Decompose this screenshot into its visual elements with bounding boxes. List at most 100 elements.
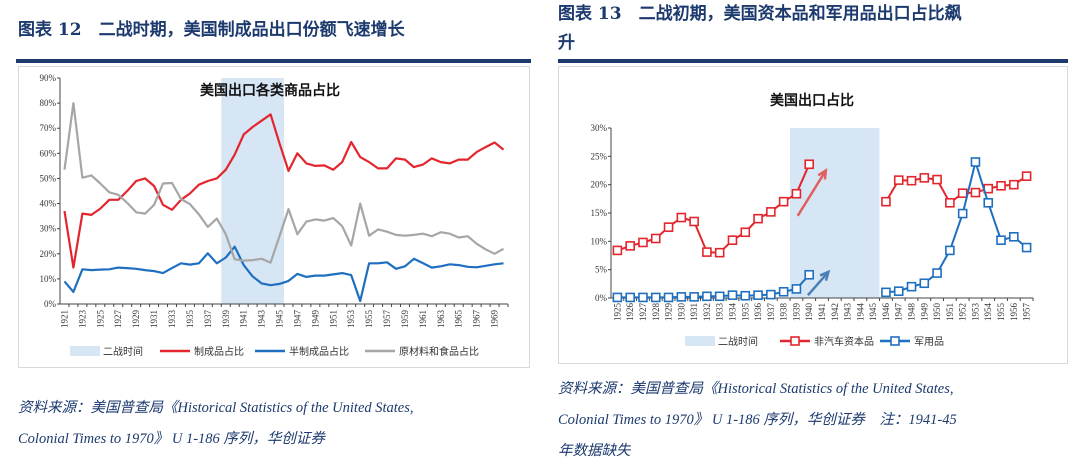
x-tick-label: 1942 [830,303,840,321]
data-point [766,289,776,300]
data-point [970,187,981,198]
data-point [638,292,648,303]
data-point [906,175,917,186]
data-point [1009,232,1019,242]
x-tick-label: 1943 [843,303,853,322]
data-point [957,208,968,219]
data-point [714,291,725,302]
source-line: Colonial Times to 1970》 U 1-186 序列，华创证券 [18,431,325,447]
data-point [625,292,635,303]
data-point [663,222,674,232]
y-tick-label: 0% [44,299,57,309]
legend-swatch-wwii [685,336,715,346]
trend-arrow-head [819,269,831,281]
x-tick-label: 1947 [894,303,904,322]
legend-marker [790,336,800,346]
data-point [676,292,687,302]
data-point [804,159,815,170]
x-tick-label: 1957 [1022,303,1032,322]
figure-13-source: 资料来源：美国普查局《Historical Statistics of the … [558,374,957,467]
data-point [663,292,674,303]
data-point [791,284,802,294]
data-point [740,227,751,238]
series-line-0 [63,113,505,269]
y-tick-label: 10% [591,236,608,246]
chart-frame [558,66,1068,364]
x-tick-label: 1923 [77,310,87,329]
data-point [957,188,968,198]
y-tick-label: 20% [40,249,57,259]
x-tick-label: 1941 [239,310,249,328]
y-tick-label: 90% [40,73,57,83]
source-line: 年数据缺失 [558,443,631,459]
source-line: 资料来源：美国普查局《Historical Statistics of the … [558,381,954,397]
y-tick-label: 40% [40,199,57,209]
y-tick-label: 25% [591,151,608,161]
x-tick-label: 1947 [292,310,302,329]
wwii-shaded-band [221,78,284,304]
data-point [778,196,789,207]
x-tick-label: 1938 [779,303,789,322]
legend-label: 二战时间 [103,345,143,358]
data-point [804,269,815,280]
x-tick-label: 1955 [364,310,374,329]
data-point [753,213,763,224]
x-tick-label: 1950 [932,303,942,322]
legend-label: 原材料和食品占比 [399,345,479,358]
data-point [702,291,712,302]
legend-label: 半制成品占比 [289,345,349,358]
data-point [612,245,623,256]
x-tick-label: 1935 [740,303,750,322]
x-tick-label: 1931 [689,303,699,321]
figure-13-title-line1: 图表 13 二战初期，美国资本品和军用品出口占比飙 [558,4,962,24]
trend-arrow-head [817,168,828,180]
x-tick-label: 1937 [203,310,213,329]
legend-label: 制成品占比 [194,345,244,358]
y-tick-label: 20% [591,180,608,190]
x-tick-label: 1925 [612,303,622,322]
x-tick-label: 1937 [766,303,776,322]
x-tick-label: 1963 [436,310,446,329]
data-point [791,188,802,199]
data-point [714,247,725,258]
data-point [983,198,994,208]
x-tick-label: 1956 [1009,302,1019,321]
y-tick-label: 60% [40,148,57,158]
divider [16,59,531,63]
data-point [906,281,917,292]
x-tick-label: 1940 [804,303,814,322]
data-point [932,174,942,185]
data-point [881,196,891,207]
x-tick-label: 1953 [970,303,980,322]
figure-12-source: 资料来源：美国普查局《Historical Statistics of the … [18,393,414,455]
data-point [740,290,751,301]
x-tick-label: 1936 [753,303,763,322]
series-line-1 [63,245,504,303]
data-point [919,173,930,183]
x-tick-label: 1952 [958,303,968,321]
x-tick-label: 1957 [382,310,392,329]
x-tick-label: 1929 [664,303,674,322]
x-tick-label: 1933 [715,303,725,322]
x-tick-label: 1943 [257,310,267,329]
x-tick-label: 1927 [638,303,648,322]
data-point [638,237,648,248]
y-tick-label: 15% [591,208,608,218]
x-tick-label: 1951 [328,310,338,328]
x-tick-label: 1941 [817,303,827,321]
x-tick-label: 1927 [113,310,123,329]
x-tick-label: 1961 [418,310,428,328]
data-point [689,216,699,227]
x-tick-label: 1946 [881,303,891,322]
divider [558,59,1068,63]
x-tick-label: 1933 [167,310,177,329]
data-point [612,292,623,303]
x-tick-label: 1939 [221,310,231,329]
x-tick-label: 1921 [59,310,69,328]
series-line-2 [63,102,505,264]
data-point [650,233,661,244]
x-tick-label: 1939 [791,303,801,322]
x-tick-label: 1929 [131,310,141,329]
y-tick-label: 50% [40,173,57,183]
x-tick-label: 1928 [651,303,661,322]
